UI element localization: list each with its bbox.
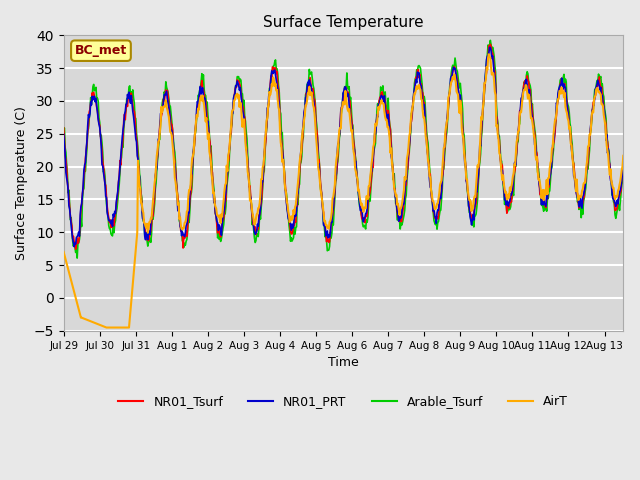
Title: Surface Temperature: Surface Temperature (263, 15, 424, 30)
Y-axis label: Surface Temperature (C): Surface Temperature (C) (15, 106, 28, 260)
Text: BC_met: BC_met (75, 44, 127, 57)
X-axis label: Time: Time (328, 356, 358, 369)
Legend: NR01_Tsurf, NR01_PRT, Arable_Tsurf, AirT: NR01_Tsurf, NR01_PRT, Arable_Tsurf, AirT (113, 390, 573, 413)
